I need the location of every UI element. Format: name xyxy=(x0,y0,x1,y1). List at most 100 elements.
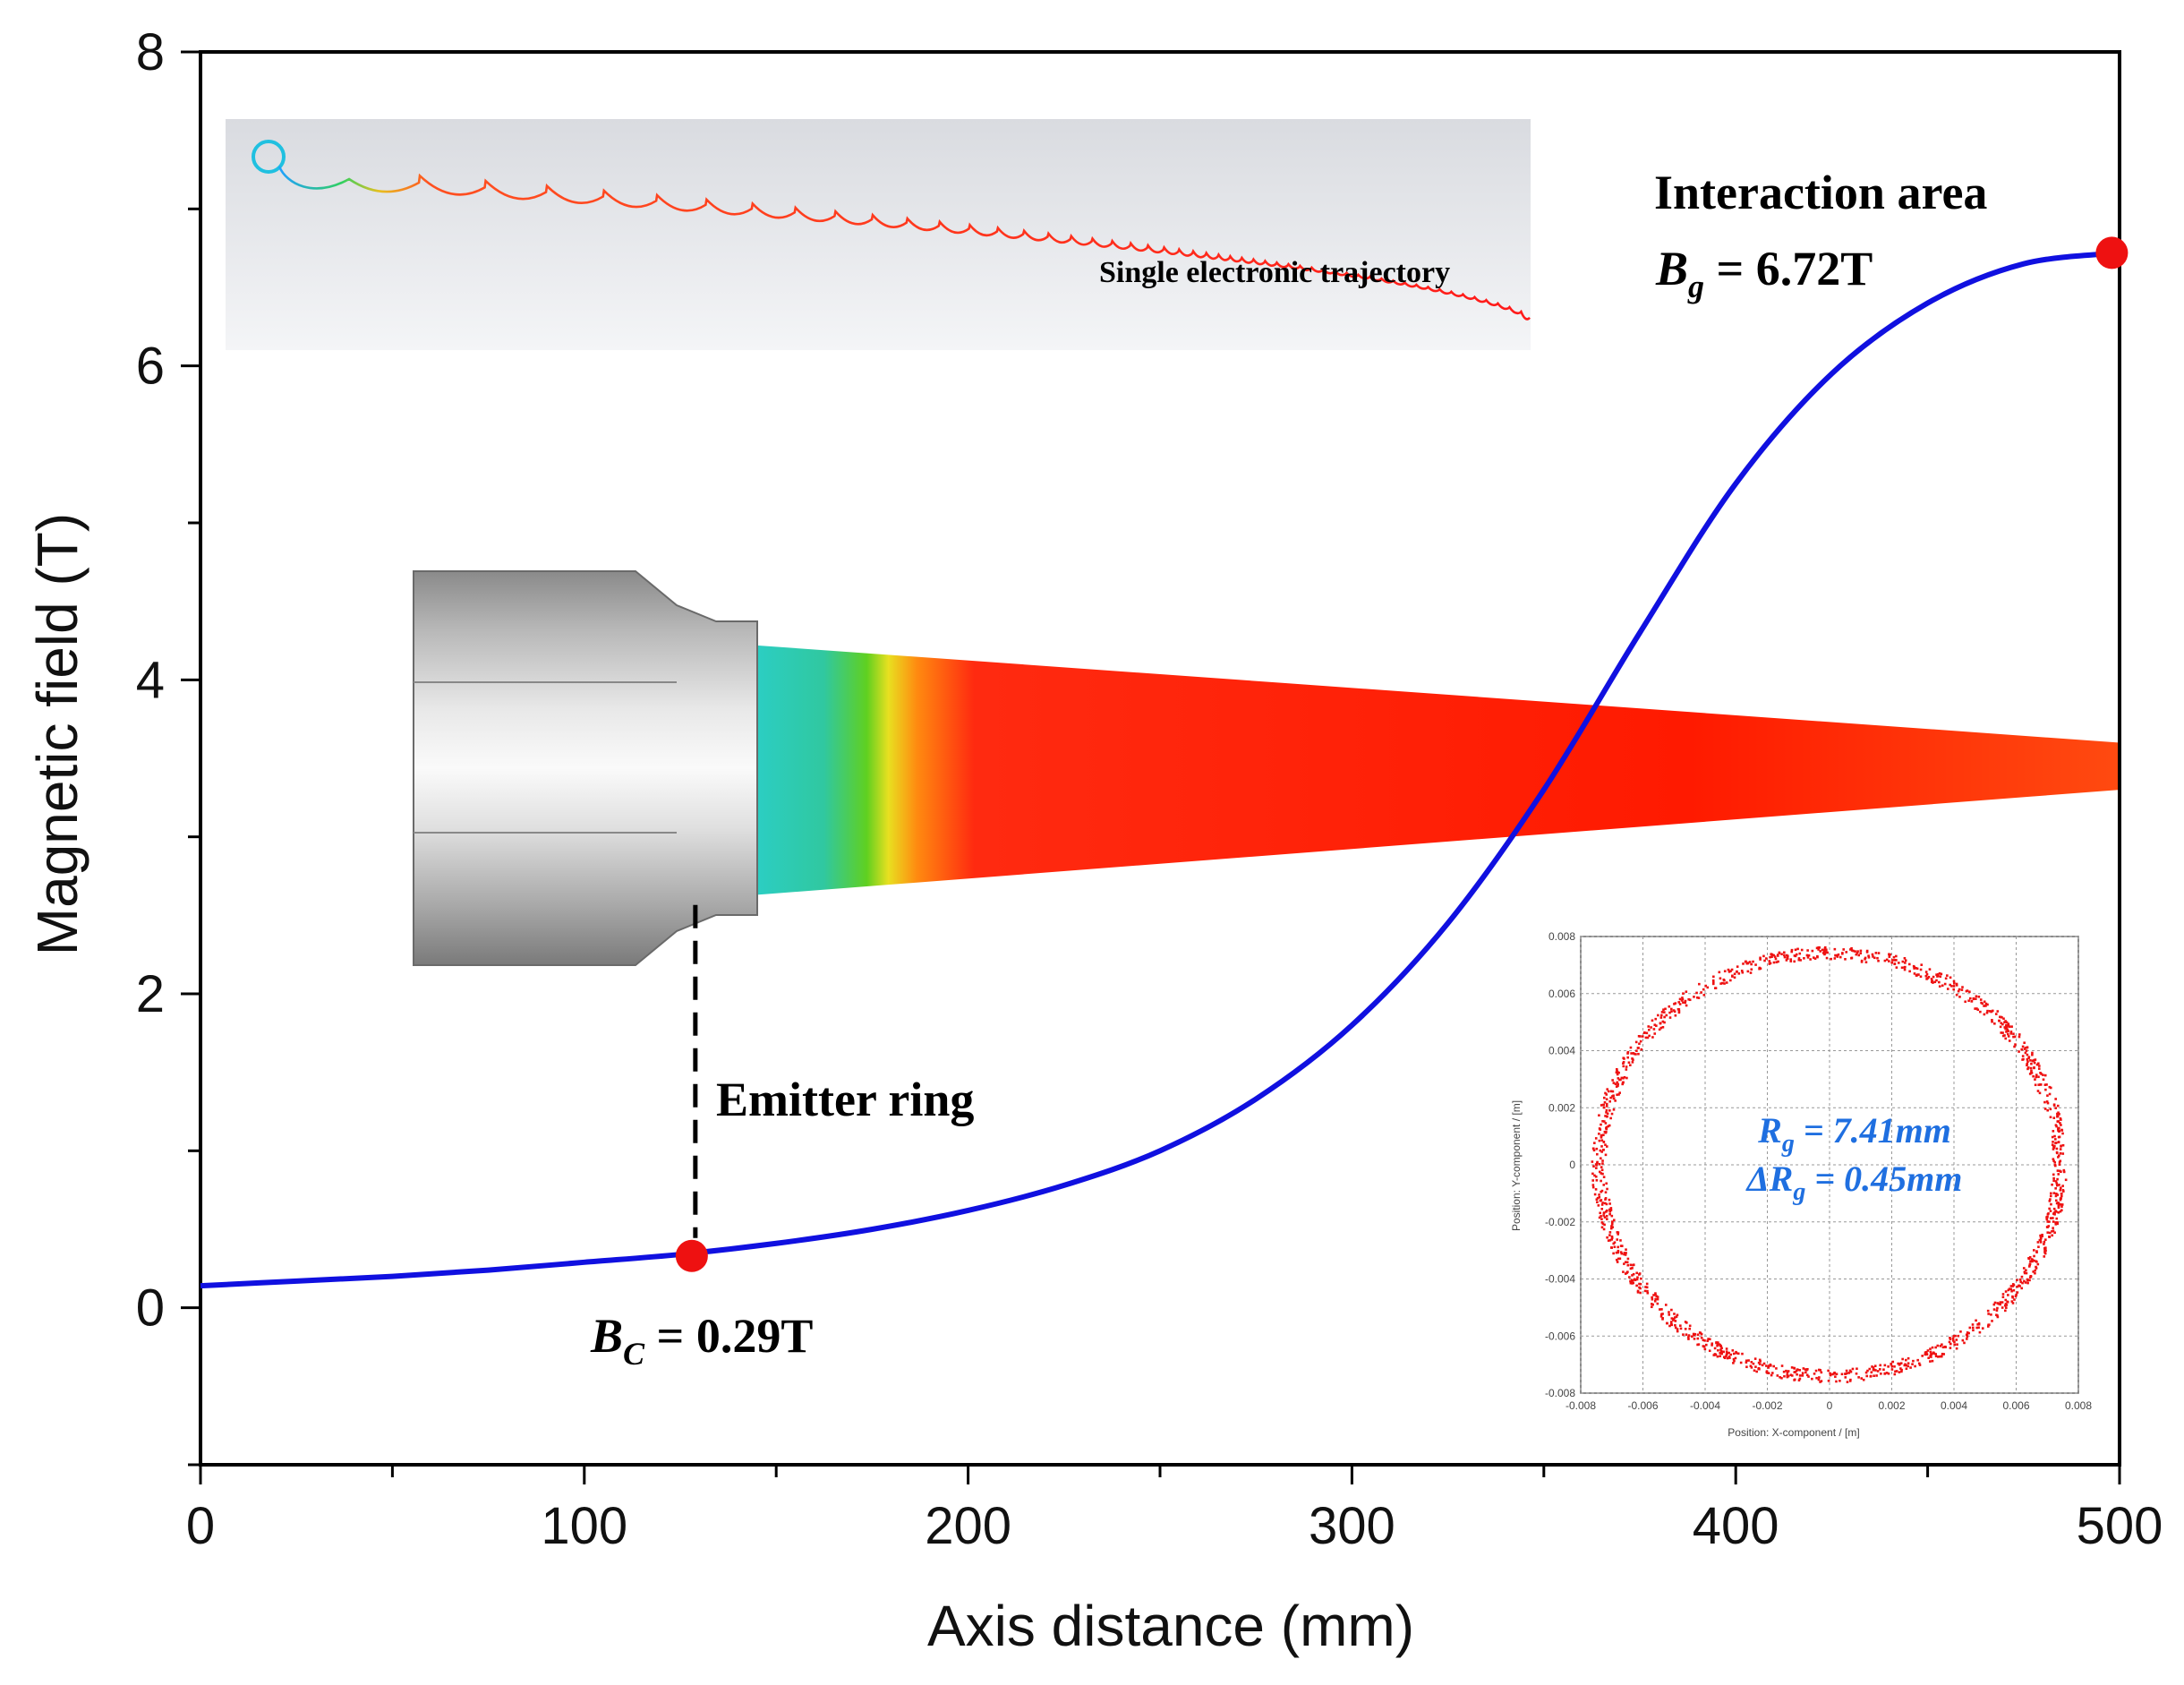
cross-section-point xyxy=(1598,1139,1601,1142)
cross-section-point xyxy=(1640,1048,1643,1051)
cross-section-point xyxy=(1613,1245,1617,1249)
cross-section-point xyxy=(1956,1343,1958,1346)
cross-section-point xyxy=(1920,963,1924,966)
cross-section-point xyxy=(1871,953,1874,956)
cross-section-point xyxy=(1595,1178,1599,1182)
cross-section-point xyxy=(1856,950,1859,953)
cross-section-point xyxy=(1711,982,1715,986)
cross-section-point xyxy=(2043,1073,2047,1077)
cross-section-point xyxy=(2033,1066,2035,1070)
cross-section-point xyxy=(1674,1014,1677,1017)
cross-section-point xyxy=(2026,1064,2028,1067)
cross-section-point xyxy=(1605,1093,1608,1096)
cross-section-point xyxy=(1950,985,1953,988)
cross-section-point xyxy=(1714,987,1717,989)
cross-section-point xyxy=(1827,1369,1830,1373)
cross-section-point xyxy=(1833,1372,1837,1375)
cross-section-point xyxy=(1898,1364,1901,1366)
cross-section-point xyxy=(2056,1177,2059,1181)
cross-section-point xyxy=(1600,1190,1602,1193)
cross-section-point xyxy=(2048,1092,2052,1096)
cross-section-point xyxy=(1624,1272,1627,1275)
cross-section-point xyxy=(1904,962,1907,964)
cross-section-point xyxy=(1617,1082,1619,1086)
cross-section-point xyxy=(1622,1270,1625,1273)
cross-section-point xyxy=(2035,1250,2038,1253)
cross-section-point xyxy=(1871,1365,1873,1368)
cross-section-point xyxy=(1669,1322,1673,1326)
cross-section-point xyxy=(1993,1022,1996,1025)
cross-section-point xyxy=(1844,958,1847,961)
cross-section-point xyxy=(2043,1255,2046,1258)
cross-section-point xyxy=(2001,1016,2003,1019)
cross-section-point xyxy=(1602,1176,1606,1178)
cross-section-point xyxy=(1924,1351,1927,1354)
cross-section-point xyxy=(2056,1222,2059,1225)
cross-section-point xyxy=(1598,1193,1600,1196)
cross-section-point xyxy=(1664,1304,1668,1306)
cross-section-point xyxy=(2052,1116,2056,1119)
cross-section-point xyxy=(1598,1127,1601,1130)
cross-section-point xyxy=(1672,1317,1676,1321)
cross-section-point xyxy=(1672,1319,1675,1321)
cross-section-point xyxy=(2061,1152,2065,1155)
cross-section-point xyxy=(2030,1069,2033,1073)
cross-section-point xyxy=(1640,1277,1642,1280)
cross-section-point xyxy=(1600,1189,1604,1193)
cross-section-point xyxy=(1783,1374,1786,1378)
cross-section-point xyxy=(2000,1031,2003,1034)
y-tick-label: 4 xyxy=(136,651,165,709)
cross-section-point xyxy=(2026,1060,2029,1063)
cross-section-point xyxy=(1907,962,1911,966)
cross-section-point xyxy=(1948,1340,1951,1344)
cross-section-point xyxy=(1831,1373,1834,1376)
cross-section-point xyxy=(2045,1217,2049,1220)
cross-section-point xyxy=(1632,1263,1634,1267)
emitter-ring-label: Emitter ring xyxy=(716,1073,974,1126)
cross-section-point xyxy=(1741,971,1745,974)
cross-section-point xyxy=(1890,959,1894,962)
cross-section-point xyxy=(1638,1272,1642,1275)
cross-section-point xyxy=(1616,1231,1619,1234)
cross-section-x-tick: -0.004 xyxy=(1690,1399,1720,1412)
cross-section-point xyxy=(1888,955,1891,958)
electron-trajectory xyxy=(277,166,1531,321)
cross-section-point xyxy=(1892,955,1896,959)
cross-section-point xyxy=(2055,1125,2058,1128)
x-tick-label: 300 xyxy=(1309,1497,1395,1555)
cross-section-point xyxy=(1691,1335,1693,1339)
cross-section-point xyxy=(1938,980,1941,984)
cross-section-point xyxy=(1797,957,1801,960)
cross-section-point xyxy=(1912,1359,1915,1363)
cross-section-grid xyxy=(1580,936,2079,1394)
cross-section-point xyxy=(1638,1282,1641,1286)
cross-section-point xyxy=(1953,982,1956,985)
cross-section-point xyxy=(1904,1358,1907,1362)
cross-section-point xyxy=(1991,1320,1993,1322)
cross-section-point xyxy=(1599,1149,1602,1152)
cross-section-point xyxy=(1796,947,1799,951)
cross-section-point xyxy=(2045,1100,2049,1103)
cross-section-point xyxy=(1776,1374,1779,1377)
cross-section-point xyxy=(1873,1368,1876,1372)
cross-section-point xyxy=(1617,1251,1619,1254)
cross-section-point xyxy=(1681,996,1684,999)
cross-section-point xyxy=(1609,1116,1612,1120)
cross-section-point xyxy=(1719,1352,1721,1355)
cross-section-point xyxy=(1602,1184,1606,1186)
cross-section-point xyxy=(1626,1257,1630,1261)
cross-section-point xyxy=(2034,1058,2037,1061)
cross-section-point xyxy=(1967,999,1970,1003)
cross-section-point xyxy=(2026,1057,2029,1061)
cross-section-point xyxy=(1975,1319,1977,1322)
cross-section-point xyxy=(1626,1270,1629,1273)
cross-section-point xyxy=(2052,1159,2055,1162)
cross-section-point xyxy=(1636,1276,1639,1279)
cross-section-point xyxy=(1598,1133,1600,1135)
cross-section-point xyxy=(2050,1192,2052,1195)
cross-section-point xyxy=(1992,1308,1996,1311)
cross-section-point xyxy=(2011,1296,2014,1299)
cross-section-x-tick: -0.002 xyxy=(1752,1399,1782,1412)
cross-section-point xyxy=(1746,962,1749,965)
cross-section-point xyxy=(2052,1158,2055,1160)
